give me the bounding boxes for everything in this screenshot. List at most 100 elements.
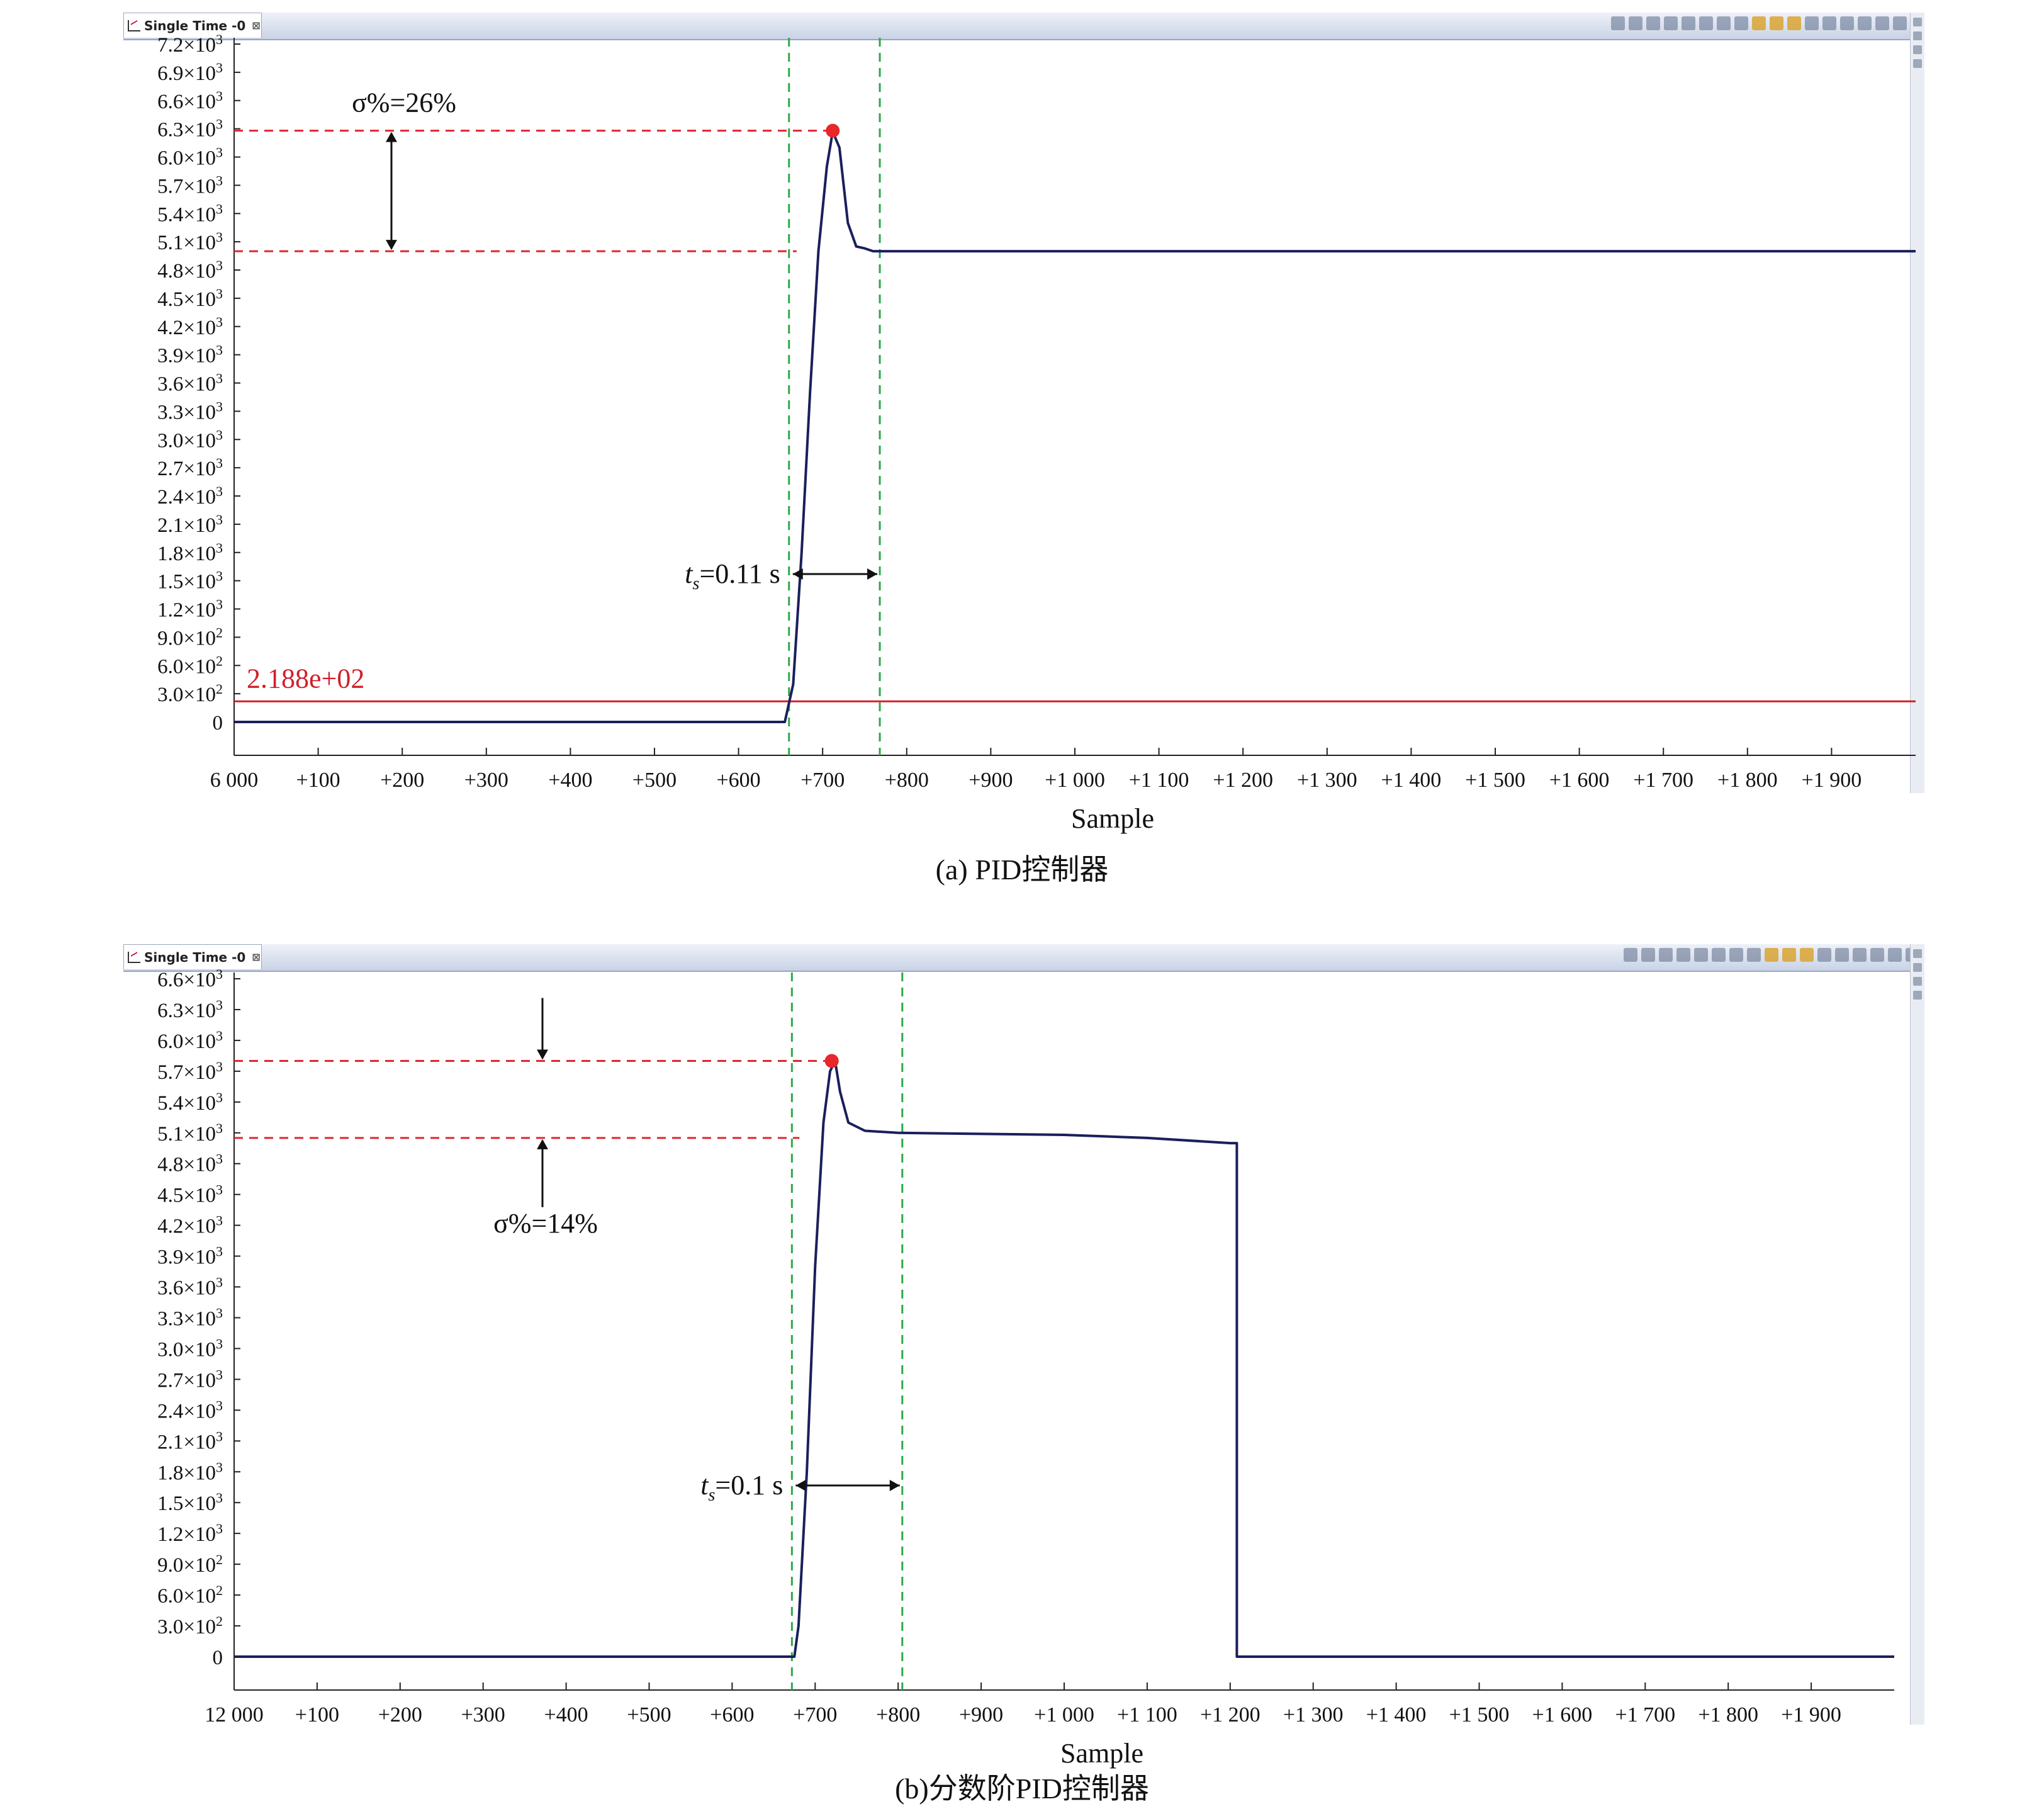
tool-icon[interactable] <box>1858 16 1872 30</box>
x-axis-label: Sample <box>1071 803 1154 834</box>
tool-icon[interactable] <box>1694 948 1708 962</box>
overshoot-label: σ%=26% <box>352 87 456 118</box>
x-tick-label: +1 300 <box>1297 769 1357 792</box>
threshold-label: 2.188e+02 <box>247 663 364 694</box>
tool-icon[interactable] <box>1624 948 1637 962</box>
x-tick-label: +300 <box>464 769 508 792</box>
x-tick-label: +1 600 <box>1532 1703 1593 1727</box>
tool-icon[interactable] <box>1787 16 1801 30</box>
y-tick-label: 5.1×103 <box>157 1120 223 1146</box>
tool-icon[interactable] <box>1646 16 1660 30</box>
settling-arrowhead <box>867 568 878 580</box>
minimize-icon[interactable] <box>1875 16 1889 30</box>
side-tool-icon[interactable] <box>1913 31 1922 40</box>
tool-icon[interactable] <box>1782 948 1796 962</box>
chart-icon <box>128 951 140 963</box>
chart-icon <box>128 20 140 31</box>
y-tick-label: 1.8×103 <box>157 540 223 565</box>
tab-single-time[interactable]: Single Time -0 ⊠ <box>123 944 262 969</box>
tool-icon[interactable] <box>1629 16 1642 30</box>
side-tool-icon[interactable] <box>1913 59 1922 68</box>
x-tick-label: +1 500 <box>1449 1703 1510 1727</box>
panel-b: Single Time -0 ⊠ 0 3.0×102 6.0× <box>0 932 2044 1809</box>
tool-icon[interactable] <box>1835 948 1849 962</box>
tool-icon[interactable] <box>1752 16 1766 30</box>
tool-icon[interactable] <box>1770 16 1783 30</box>
tool-icon[interactable] <box>1734 16 1748 30</box>
x-tick-label: +1 000 <box>1034 1703 1094 1727</box>
x-tick-label: +1 300 <box>1283 1703 1344 1727</box>
zoom-out-icon[interactable] <box>1729 948 1743 962</box>
side-tool-icon[interactable] <box>1913 991 1922 1000</box>
overshoot-arrowhead <box>386 240 397 251</box>
x-tick-label: +1 800 <box>1698 1703 1758 1727</box>
side-tool-icon[interactable] <box>1913 977 1922 986</box>
y-tick-label: 0 <box>213 1647 223 1669</box>
view-toolbar: Single Time -0 ⊠ <box>123 13 1912 40</box>
zoom-in-icon[interactable] <box>1712 948 1726 962</box>
tool-icon[interactable] <box>1822 16 1836 30</box>
tool-icon[interactable] <box>1682 16 1695 30</box>
x-tick-label: +1 500 <box>1465 769 1525 792</box>
x-tick-label: 6 000 <box>210 769 259 792</box>
y-tick-label: 6.6×103 <box>157 966 223 991</box>
y-tick-label: 9.0×102 <box>157 1552 223 1577</box>
close-icon[interactable]: ⊠ <box>252 20 261 31</box>
tool-icon[interactable] <box>1659 948 1673 962</box>
y-tick-label: 3.9×103 <box>157 1244 223 1269</box>
tool-icon[interactable] <box>1800 948 1814 962</box>
tool-icon[interactable] <box>1805 16 1819 30</box>
tool-icon[interactable] <box>1870 948 1884 962</box>
y-tick-label: 5.1×103 <box>157 229 223 254</box>
zoom-out-icon[interactable] <box>1717 16 1731 30</box>
tool-icon[interactable] <box>1765 948 1778 962</box>
tool-icon[interactable] <box>1641 948 1655 962</box>
x-tick-label: +1 400 <box>1381 769 1442 792</box>
minimize-icon[interactable] <box>1888 948 1902 962</box>
settling-arrowhead <box>795 1480 806 1491</box>
tool-icon[interactable] <box>1853 948 1867 962</box>
y-tick-label: 9.0×102 <box>157 624 223 650</box>
side-tool-icon[interactable] <box>1913 949 1922 958</box>
overshoot-arrowhead <box>537 1049 548 1060</box>
y-tick-label: 5.7×103 <box>157 172 223 198</box>
y-tick-label: 1.2×103 <box>157 597 223 622</box>
tool-icon[interactable] <box>1817 948 1831 962</box>
x-tick-label: +900 <box>959 1703 1003 1727</box>
x-tick-label: +100 <box>295 1703 339 1727</box>
tool-icon[interactable] <box>1747 948 1761 962</box>
toolbar-buttons <box>1611 16 1907 34</box>
side-tool-icon[interactable] <box>1913 963 1922 972</box>
tab-single-time[interactable]: Single Time -0 ⊠ <box>123 13 262 38</box>
tool-icon[interactable] <box>1664 16 1678 30</box>
x-tick-label: +700 <box>800 769 845 792</box>
peak-marker <box>824 1054 839 1068</box>
side-tool-icon[interactable] <box>1913 45 1922 54</box>
y-tick-label: 3.9×103 <box>157 342 223 368</box>
y-tick-label: 3.3×103 <box>157 1305 223 1331</box>
y-tick-label: 3.0×102 <box>157 1613 223 1638</box>
tool-icon[interactable] <box>1840 16 1854 30</box>
overshoot-arrowhead <box>537 1139 548 1149</box>
y-tick-label: 2.7×103 <box>157 455 223 480</box>
x-tick-label: +1 800 <box>1717 769 1778 792</box>
caption-b: (b)分数阶PID控制器 <box>895 1772 1149 1805</box>
close-icon[interactable]: ⊠ <box>252 951 261 963</box>
x-tick-label: +600 <box>710 1703 754 1727</box>
x-axis-label: Sample <box>1060 1738 1143 1769</box>
tool-icon[interactable] <box>1676 948 1690 962</box>
x-tick-label: +1 700 <box>1615 1703 1675 1727</box>
zoom-in-icon[interactable] <box>1699 16 1713 30</box>
x-tick-label: +1 400 <box>1366 1703 1427 1727</box>
x-tick-label: +500 <box>627 1703 671 1727</box>
y-tick-label: 2.4×103 <box>157 483 223 509</box>
tool-icon[interactable] <box>1611 16 1625 30</box>
chart-b: 0 3.0×102 6.0×102 9.0×102 1.2×103 1.5×103 1.8×… <box>157 966 1894 1769</box>
maximize-icon[interactable] <box>1893 16 1907 30</box>
side-tool-icon[interactable] <box>1913 18 1922 26</box>
panel-a: Single Time -0 ⊠ 0 3.0×102 6.0× <box>0 0 2044 894</box>
y-tick-label: 1.8×103 <box>157 1459 223 1484</box>
y-tick-label: 5.4×103 <box>157 201 223 226</box>
y-tick-label: 6.0×102 <box>157 653 223 678</box>
overshoot-label: σ%=14% <box>493 1208 598 1239</box>
